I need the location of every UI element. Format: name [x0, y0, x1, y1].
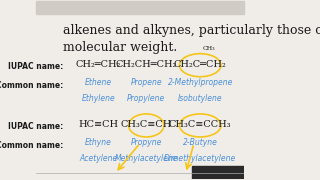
- Text: Ethyne: Ethyne: [85, 138, 112, 147]
- Text: CH₃: CH₃: [202, 46, 215, 51]
- Text: Propylene: Propylene: [127, 94, 165, 103]
- Text: 2-Butyne: 2-Butyne: [183, 138, 218, 147]
- Text: Acetylene: Acetylene: [79, 154, 118, 163]
- Text: Ethylene: Ethylene: [82, 94, 116, 103]
- Text: Methylacetylene: Methylacetylene: [115, 154, 178, 163]
- Text: HC≡CH: HC≡CH: [78, 120, 119, 129]
- Text: CH₂CH═CH₂: CH₂CH═CH₂: [116, 60, 177, 69]
- Text: CH₃C≡CH: CH₃C≡CH: [121, 120, 172, 129]
- Text: CH₂C═CH₂: CH₂C═CH₂: [174, 60, 227, 69]
- Text: Common name:: Common name:: [0, 141, 63, 150]
- Text: Propene: Propene: [131, 78, 162, 87]
- Text: Propyne: Propyne: [131, 138, 162, 147]
- Text: 2-Methylpropene: 2-Methylpropene: [167, 78, 233, 87]
- Text: IUPAC name:: IUPAC name:: [8, 62, 63, 71]
- Text: Ethene: Ethene: [85, 78, 112, 87]
- Text: IUPAC name:: IUPAC name:: [8, 122, 63, 131]
- Text: Dimethylacetylene: Dimethylacetylene: [164, 154, 236, 163]
- Text: CH₂═CH₂: CH₂═CH₂: [76, 60, 121, 69]
- Bar: [192, 166, 244, 179]
- Text: Isobutylene: Isobutylene: [178, 94, 222, 103]
- Text: CH₃C≡CCH₃: CH₃C≡CCH₃: [169, 120, 231, 129]
- Text: Common name:: Common name:: [0, 81, 63, 90]
- Text: alkenes and alkynes, particularly those of low
molecular weight.: alkenes and alkynes, particularly those …: [63, 24, 320, 53]
- Bar: [36, 1, 244, 14]
